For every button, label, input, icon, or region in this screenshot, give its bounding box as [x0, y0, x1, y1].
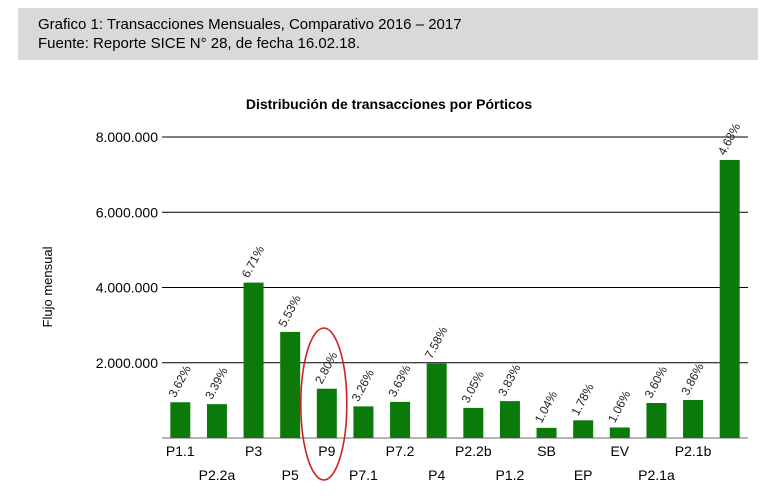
y-tick-label: 2.000.000 [96, 355, 158, 371]
y-tick-labels: 2.000.000 4.000.000 6.000.000 8.000.000 [96, 129, 158, 371]
data-label: 3.39% [202, 365, 230, 402]
data-label: 3.63% [385, 362, 413, 399]
x-tick-label: P2.2b [455, 443, 492, 459]
x-tick-label: P1.2 [496, 467, 525, 483]
bar [316, 388, 337, 438]
data-label: 7.58% [422, 324, 450, 361]
bar [536, 427, 557, 438]
bar [390, 401, 411, 438]
bar [170, 402, 191, 438]
data-label: 3.83% [495, 362, 523, 399]
data-label: 3.62% [166, 363, 194, 400]
highlight-ellipse [300, 327, 348, 481]
bar [719, 159, 740, 439]
x-tick-label: P1.1 [166, 443, 195, 459]
x-tick-label: P2.2a [199, 467, 236, 483]
data-label: 1.06% [605, 388, 633, 425]
data-label: 5.53% [275, 292, 303, 329]
y-tick-label: 8.000.000 [96, 129, 158, 145]
bar [573, 420, 594, 438]
y-axis-label: Flujo mensual [40, 246, 55, 327]
data-label: 3.26% [349, 367, 377, 404]
bar [426, 363, 447, 438]
data-label: 1.04% [532, 388, 560, 425]
x-tick-label: EV [610, 443, 629, 459]
x-tick-label: P4 [428, 467, 445, 483]
data-label: 4.68% [715, 120, 743, 157]
bar [646, 403, 667, 438]
caption-source: Fuente: Reporte SICE N° 28, de fecha 16.… [38, 35, 361, 52]
data-label: 3.05% [459, 368, 487, 405]
bars [170, 159, 740, 439]
data-label: 2.80% [312, 349, 340, 386]
x-tick-label: P5 [282, 467, 299, 483]
x-tick-label: P3 [245, 443, 262, 459]
bar [463, 407, 484, 438]
x-tick-label: P7.1 [349, 467, 378, 483]
bar [280, 331, 301, 438]
bar [499, 401, 520, 438]
bar [353, 406, 374, 438]
x-tick-label: P2.1b [675, 443, 712, 459]
y-tick-label: 6.000.000 [96, 204, 158, 220]
data-label: 3.60% [642, 364, 670, 401]
caption-title: Grafico 1: Transacciones Mensuales, Comp… [38, 16, 462, 33]
caption-box: Grafico 1: Transacciones Mensuales, Comp… [18, 8, 758, 60]
x-tick-label: SB [537, 443, 556, 459]
x-tick-label: P7.2 [386, 443, 415, 459]
y-tick-label: 4.000.000 [96, 280, 158, 296]
x-tick-label: P9 [318, 443, 335, 459]
data-label: 3.86% [678, 361, 706, 398]
chart-title: Distribución de transacciones por Pórtic… [246, 96, 533, 112]
data-label: 6.71% [239, 243, 267, 280]
bar [683, 399, 704, 438]
x-tick-label: EP [574, 467, 593, 483]
x-tick-label: P2.1a [638, 467, 675, 483]
bar [206, 404, 227, 438]
bar [243, 282, 264, 438]
bar [609, 427, 630, 438]
data-label: 1.78% [568, 381, 596, 418]
